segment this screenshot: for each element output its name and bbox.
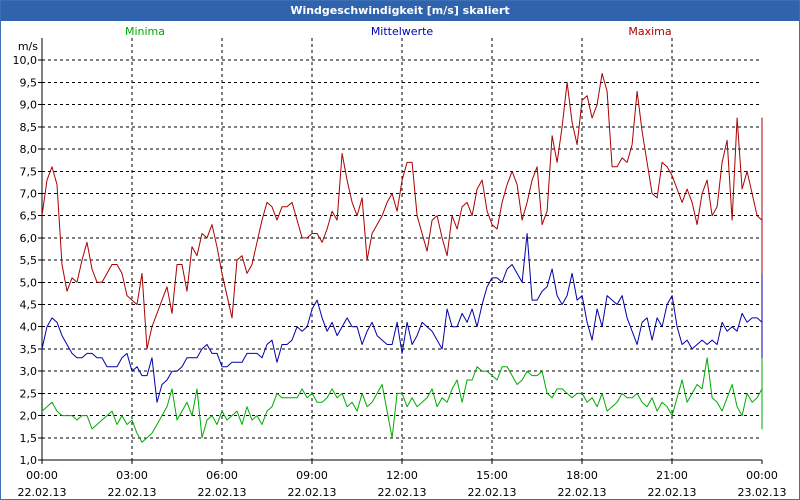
y-tick-label: 8,0 (20, 143, 38, 156)
series-line-maxima (41, 73, 763, 350)
y-tick-label: 4,0 (20, 321, 38, 334)
y-axis-label: m/s (18, 40, 38, 53)
chart-title: Windgeschwindigkeit [m/s] skaliert (1, 1, 799, 21)
y-tick-label: 8,5 (20, 121, 38, 134)
x-tick-date: 22.02.13 (108, 486, 157, 499)
y-tick-label: 5,0 (20, 276, 38, 289)
x-tick-time: 00:00 (26, 469, 58, 482)
legend-item-minima: Minima (125, 25, 165, 38)
grid (42, 38, 762, 461)
x-tick-date: 22.02.13 (18, 486, 67, 499)
x-tick-date: 23.02.13 (738, 486, 787, 499)
y-tick-label: 6,0 (20, 232, 38, 245)
y-tick-label: 4,5 (20, 299, 38, 312)
y-tick-label: 9,0 (20, 99, 38, 112)
x-tick-time: 03:00 (116, 469, 148, 482)
x-tick-date: 22.02.13 (468, 486, 517, 499)
y-tick-label: 1,0 (20, 454, 38, 467)
y-tick-label: 1,5 (20, 432, 38, 445)
x-tick-date: 22.02.13 (198, 486, 247, 499)
y-tick-label: 3,0 (20, 365, 38, 378)
y-tick-label: 2,5 (20, 387, 38, 400)
x-tick-time: 18:00 (566, 469, 598, 482)
y-tick-label: 6,5 (20, 210, 38, 223)
y-tick-label: 5,5 (20, 254, 38, 267)
x-tick-time: 12:00 (386, 469, 418, 482)
series-line-mittelwerte (41, 233, 763, 403)
x-tick-date: 22.02.13 (378, 486, 427, 499)
series-line-minima (41, 357, 763, 443)
legend-item-mittelwerte: Mittelwerte (371, 25, 434, 38)
legend-item-maxima: Maxima (628, 25, 671, 38)
x-tick-time: 09:00 (296, 469, 328, 482)
x-tick-date: 22.02.13 (558, 486, 607, 499)
legend: Minima Mittelwerte Maxima (125, 25, 672, 38)
axes: 1,0 1,5 2,0 2,5 3,0 3,5 4,0 4,5 5,0 5,5 6,0 6,5 7,0 7… (13, 38, 787, 499)
x-tick-date: 22.02.13 (648, 486, 697, 499)
series-lines (41, 73, 763, 443)
x-tick-date: 22.02.13 (288, 486, 337, 499)
y-tick-label: 7,5 (20, 165, 38, 178)
y-tick-label: 3,5 (20, 343, 38, 356)
y-tick-label: 9,5 (20, 76, 38, 89)
y-tick-label: 10,0 (13, 54, 38, 67)
x-tick-time: 00:00 (746, 469, 778, 482)
x-tick-time: 21:00 (656, 469, 688, 482)
y-tick-label: 2,0 (20, 410, 38, 423)
y-tick-label: 7,0 (20, 187, 38, 200)
x-tick-time: 06:00 (206, 469, 238, 482)
x-tick-time: 15:00 (476, 469, 508, 482)
